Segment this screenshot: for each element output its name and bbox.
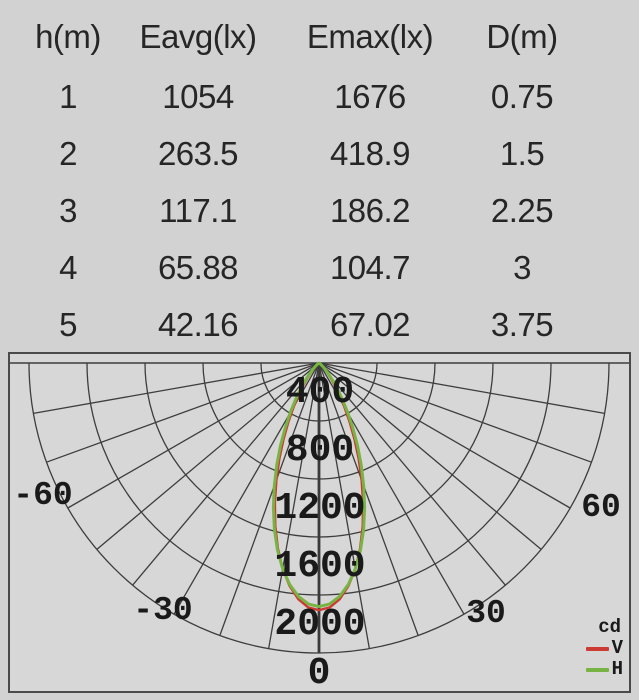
angle-spoke bbox=[33, 362, 320, 414]
table-row: 2 263.5 418.9 1.5 bbox=[8, 125, 580, 182]
angle-label: -60 bbox=[13, 477, 72, 514]
angle-spoke bbox=[96, 362, 320, 550]
table-cell: 186.2 bbox=[329, 191, 411, 229]
table-cell: 65.88 bbox=[157, 248, 239, 286]
angle-spoke bbox=[318, 362, 370, 649]
curve-h bbox=[271, 361, 367, 609]
angle-spoke bbox=[132, 362, 320, 586]
table-row: 3 117.1 186.2 2.25 bbox=[8, 182, 580, 239]
column-header: D(m) bbox=[486, 18, 558, 55]
table-cell: 1.5 bbox=[499, 134, 545, 172]
table-cell: 4 bbox=[59, 248, 77, 286]
legend-unit-label: cd bbox=[598, 616, 621, 638]
table-cell: 3 bbox=[513, 248, 531, 286]
angle-spoke bbox=[67, 362, 320, 509]
column-header: h(m) bbox=[35, 18, 101, 55]
angle-spoke bbox=[318, 362, 419, 636]
angle-spoke bbox=[318, 362, 592, 463]
table-row: 4 65.88 104.7 3 bbox=[8, 239, 580, 296]
legend-label-h: H bbox=[611, 658, 623, 680]
table-cell: 2 bbox=[59, 134, 77, 172]
ring-label: 400 bbox=[286, 371, 354, 414]
table-cell: 67.02 bbox=[329, 305, 411, 343]
table-cell: 5 bbox=[59, 305, 77, 343]
ring-label: 2000 bbox=[274, 603, 365, 646]
angle-spoke bbox=[318, 362, 542, 550]
column-header: Emax(lx) bbox=[306, 18, 434, 55]
photometry-table: h(m) Eavg(lx) Emax(lx) D(m) 1 1054 1676 0.75 2 26… bbox=[8, 6, 580, 353]
table-cell: 117.1 bbox=[159, 191, 237, 229]
angle-spoke bbox=[268, 362, 320, 649]
table-row: 1 1054 1676 0.75 bbox=[8, 68, 580, 125]
h-series-swatch bbox=[585, 667, 609, 672]
chart-legend: cd V H bbox=[585, 616, 623, 680]
angle-spoke bbox=[46, 362, 320, 463]
angle-spoke bbox=[318, 362, 506, 586]
ring-label: 800 bbox=[286, 429, 354, 472]
table-cell: 3.75 bbox=[490, 305, 554, 343]
table-cell: 3 bbox=[59, 191, 77, 229]
table-cell: 0.75 bbox=[490, 77, 554, 115]
angle-spoke bbox=[219, 362, 320, 636]
angle-label: 30 bbox=[466, 595, 506, 632]
angle-label: -30 bbox=[133, 592, 192, 629]
legend-item-v: V bbox=[585, 637, 623, 659]
column-header: Eavg(lx) bbox=[139, 18, 257, 55]
ring-label: 1200 bbox=[274, 487, 365, 530]
table-cell: 42.16 bbox=[157, 305, 239, 343]
table-header-row: h(m) Eavg(lx) Emax(lx) D(m) bbox=[8, 6, 580, 68]
table-row: 5 42.16 67.02 3.75 bbox=[8, 296, 580, 353]
table-cell: 1676 bbox=[334, 77, 406, 115]
angle-label: 60 bbox=[581, 489, 621, 526]
legend-item-h: H bbox=[585, 658, 623, 680]
table-cell: 104.7 bbox=[329, 248, 411, 286]
v-series-swatch bbox=[585, 646, 609, 651]
table-cell: 418.9 bbox=[329, 134, 411, 172]
table-cell: 263.5 bbox=[157, 134, 239, 172]
table-cell: 1054 bbox=[162, 77, 234, 115]
table-cell: 1 bbox=[59, 77, 77, 115]
table-cell: 2.25 bbox=[490, 191, 554, 229]
zero-angle-label: 0 bbox=[308, 652, 331, 691]
legend-label-v: V bbox=[611, 637, 623, 659]
angle-spoke bbox=[318, 362, 605, 414]
ring-label: 1600 bbox=[274, 545, 365, 588]
polar-chart-frame: 400 800 1200 1600 2000 0 -60 -30 30 60 cd V H bbox=[8, 352, 631, 693]
angle-spoke bbox=[318, 362, 571, 509]
polar-intensity-chart: 400 800 1200 1600 2000 0 -60 -30 30 60 bbox=[10, 361, 629, 691]
